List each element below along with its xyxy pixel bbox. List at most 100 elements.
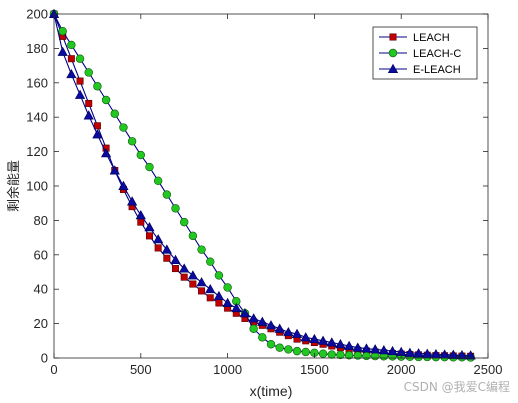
- y-tick-label: 200: [26, 7, 48, 22]
- data-point-leach: [215, 299, 223, 307]
- data-point-e-leach: [274, 323, 285, 333]
- data-point-leach-c: [214, 271, 224, 280]
- data-point-e-leach: [370, 344, 381, 354]
- series-leach-c: [49, 9, 475, 362]
- data-point-leach: [85, 99, 93, 107]
- data-point-leach-c: [110, 109, 119, 118]
- data-point-leach: [76, 77, 84, 85]
- series-layer: [48, 8, 476, 362]
- data-point-leach-c: [75, 54, 85, 63]
- data-point-e-leach: [387, 345, 398, 356]
- data-point-e-leach: [300, 332, 311, 342]
- y-tick-label: 0: [41, 351, 48, 366]
- y-tick-label: 20: [34, 316, 48, 331]
- data-point-leach-c: [188, 231, 198, 241]
- data-point-leach-c: [266, 340, 276, 349]
- data-point-leach: [206, 294, 214, 302]
- data-point-leach-c: [180, 217, 189, 227]
- data-point-e-leach: [422, 348, 433, 358]
- data-point-leach-c: [162, 190, 172, 199]
- data-point-e-leach: [135, 210, 146, 220]
- data-point-e-leach: [352, 342, 363, 352]
- data-point-e-leach: [265, 320, 277, 330]
- data-point-e-leach: [118, 180, 129, 190]
- data-point-e-leach: [248, 313, 259, 323]
- data-point-leach-c: [223, 283, 232, 292]
- data-point-e-leach: [170, 254, 181, 264]
- data-point-e-leach: [83, 110, 94, 120]
- data-point-e-leach: [361, 343, 372, 353]
- data-point-leach: [172, 265, 180, 273]
- data-point-e-leach: [335, 339, 346, 349]
- data-point-leach-c: [336, 350, 345, 360]
- data-point-leach: [154, 244, 162, 252]
- legend-marker-e-leach: [387, 63, 399, 73]
- data-point-leach-c: [284, 345, 293, 354]
- data-point-leach: [145, 232, 153, 240]
- data-point-leach: [137, 218, 145, 226]
- legend-label-leach-c: LEACH-C: [413, 48, 461, 60]
- data-point-e-leach: [161, 244, 172, 254]
- y-tick-label: 160: [26, 75, 48, 90]
- data-point-leach-c: [292, 346, 302, 356]
- data-point-leach-c: [136, 150, 146, 160]
- data-point-e-leach: [291, 328, 303, 338]
- data-point-leach-c: [275, 343, 284, 352]
- x-tick-label: 0: [50, 362, 57, 377]
- data-point-e-leach: [231, 302, 242, 313]
- data-point-leach-c: [127, 137, 137, 146]
- data-point-e-leach: [309, 333, 320, 344]
- data-point-leach-c: [353, 351, 362, 360]
- legend: LEACH LEACH-C E-LEACH: [372, 26, 478, 80]
- y-tick-label: 40: [34, 282, 48, 297]
- data-point-e-leach: [74, 89, 86, 99]
- data-point-e-leach: [144, 222, 155, 232]
- y-tick-label: 120: [26, 144, 48, 159]
- y-tick-label: 140: [26, 110, 48, 125]
- axes-layer: 0 500 1000 1500 2000 2500 0 20 40 60 80 100 120 140 16…: [26, 7, 502, 378]
- data-point-e-leach: [456, 350, 468, 360]
- data-point-e-leach: [179, 263, 190, 273]
- data-point-leach-c: [327, 350, 336, 359]
- data-point-e-leach: [257, 316, 268, 326]
- data-point-leach: [198, 287, 206, 295]
- data-point-leach-c: [362, 351, 371, 361]
- data-point-e-leach: [196, 277, 207, 287]
- data-point-leach-c: [258, 333, 267, 342]
- legend-label-leach: LEACH: [413, 32, 450, 44]
- data-point-e-leach: [465, 350, 476, 360]
- data-point-e-leach: [326, 337, 337, 347]
- data-point-leach-c: [344, 351, 354, 360]
- data-point-e-leach: [109, 165, 120, 175]
- x-axis-label: x(time): [250, 383, 293, 399]
- data-point-e-leach: [213, 290, 225, 301]
- legend-marker-leach: [389, 33, 397, 41]
- data-point-e-leach: [222, 297, 233, 307]
- data-point-e-leach: [187, 270, 198, 280]
- data-point-e-leach: [153, 234, 164, 244]
- watermark: CSDN @我爱C编程: [403, 380, 510, 394]
- data-point-e-leach: [92, 129, 103, 139]
- data-point-leach-c: [101, 95, 111, 105]
- data-point-leach: [163, 254, 171, 262]
- y-tick-label: 100: [26, 179, 48, 194]
- legend-marker-leach-c: [388, 48, 398, 58]
- data-point-leach: [189, 280, 197, 288]
- data-point-leach-c: [171, 204, 180, 213]
- data-point-e-leach: [344, 340, 355, 350]
- data-point-leach-c: [318, 349, 328, 358]
- data-point-leach-c: [119, 123, 128, 132]
- data-point-leach-c: [67, 40, 76, 50]
- data-point-leach-c: [197, 245, 206, 254]
- data-point-e-leach: [66, 68, 77, 79]
- data-point-leach-c: [206, 257, 215, 266]
- data-point-leach-c: [249, 324, 258, 333]
- data-point-e-leach: [239, 308, 251, 318]
- data-point-e-leach: [57, 46, 68, 56]
- y-tick-label: 80: [34, 213, 48, 228]
- data-point-leach-c: [301, 347, 310, 357]
- data-point-e-leach: [378, 345, 389, 355]
- data-point-leach-c: [153, 176, 163, 186]
- x-tick-label: 500: [130, 362, 152, 377]
